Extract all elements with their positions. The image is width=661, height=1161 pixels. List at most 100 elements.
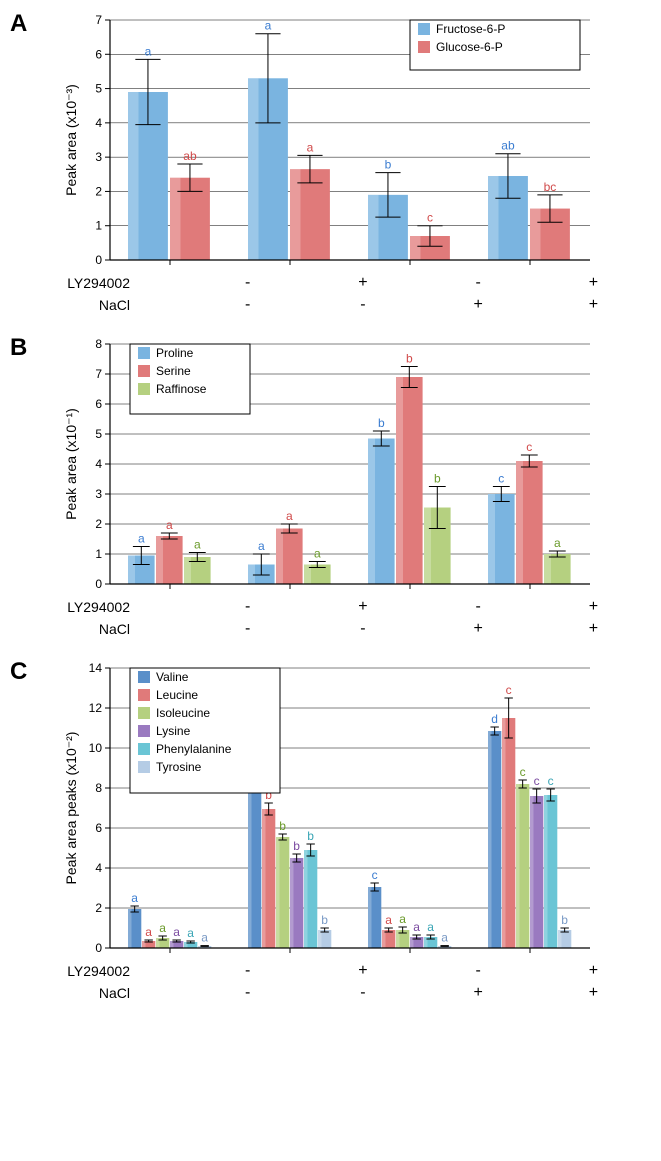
treatment-values: --++ xyxy=(190,296,651,314)
significance-label: ab xyxy=(183,149,197,163)
ytick-label: 1 xyxy=(95,547,102,561)
ytick-label: 0 xyxy=(95,253,102,267)
ytick-label: 2 xyxy=(95,517,102,531)
significance-label: b xyxy=(307,829,314,843)
treatment-value: + xyxy=(536,274,651,292)
ytick-label: 6 xyxy=(95,821,102,835)
chart-svg: 012345678aaaaaabbbccaPeak area (x10⁻¹)Pr… xyxy=(60,334,600,594)
ytick-label: 5 xyxy=(95,82,102,96)
legend-label: Leucine xyxy=(156,688,198,702)
bar-highlight xyxy=(368,887,372,948)
treatment-value: + xyxy=(421,984,536,1002)
panel-B: B012345678aaaaaabbbccaPeak area (x10⁻¹)P… xyxy=(10,334,651,638)
significance-label: a xyxy=(399,912,406,926)
bar-highlight xyxy=(128,92,139,260)
significance-label: b xyxy=(293,839,300,853)
treatment-value: - xyxy=(421,962,536,980)
legend-swatch xyxy=(138,707,150,719)
significance-label: a xyxy=(413,920,420,934)
treatment-value: + xyxy=(305,962,420,980)
significance-label: b xyxy=(406,352,413,366)
legend-label: Valine xyxy=(156,670,189,684)
significance-label: a xyxy=(159,921,166,935)
ytick-label: 12 xyxy=(89,701,103,715)
bar-highlight xyxy=(156,536,163,584)
treatment-value: + xyxy=(536,984,651,1002)
ytick-label: 3 xyxy=(95,150,102,164)
significance-label: a xyxy=(265,19,272,33)
panel-label: B xyxy=(10,334,27,362)
ytick-label: 8 xyxy=(95,781,102,795)
treatment-label: LY294002 xyxy=(60,963,140,979)
ytick-label: 7 xyxy=(95,367,102,381)
ytick-label: 14 xyxy=(89,661,103,675)
significance-label: a xyxy=(131,891,138,905)
panel-label: C xyxy=(10,658,27,686)
treatment-row: NaCl--++ xyxy=(60,296,651,314)
treatment-label: NaCl xyxy=(60,621,140,637)
bar-highlight xyxy=(128,556,135,585)
treatment-value: + xyxy=(536,620,651,638)
treatment-row: LY294002-+-+ xyxy=(60,274,651,292)
bar-highlight xyxy=(516,784,520,948)
significance-label: c xyxy=(506,683,512,697)
bar-highlight xyxy=(262,809,266,948)
treatment-row: NaCl--++ xyxy=(60,984,651,1002)
treatment-value: + xyxy=(536,296,651,314)
significance-label: ab xyxy=(501,139,515,153)
significance-label: a xyxy=(187,926,194,940)
treatment-values: -+-+ xyxy=(190,274,651,292)
significance-label: b xyxy=(385,158,392,172)
ytick-label: 4 xyxy=(95,116,102,130)
y-axis-label: Peak area (x10⁻³) xyxy=(63,84,79,196)
legend-swatch xyxy=(138,761,150,773)
significance-label: c xyxy=(548,774,554,788)
chart-container: 01234567aabaabcabbcPeak area (x10⁻³)Fruc… xyxy=(60,10,651,270)
bar-highlight xyxy=(248,78,259,260)
bar-highlight xyxy=(530,796,534,948)
panel-C: C02468101214aaaaaabbbbbbcaaaaadccccbPeak… xyxy=(10,658,651,1002)
significance-label: a xyxy=(441,931,448,945)
bar-highlight xyxy=(410,236,421,260)
bar-highlight xyxy=(424,508,431,585)
treatment-value: - xyxy=(190,598,305,616)
significance-label: a xyxy=(385,913,392,927)
bar-highlight xyxy=(368,439,375,585)
bar-highlight xyxy=(544,795,548,948)
significance-label: d xyxy=(491,712,498,726)
treatment-value: - xyxy=(421,274,536,292)
legend-swatch xyxy=(138,725,150,737)
ytick-label: 2 xyxy=(95,901,102,915)
panel-A: A01234567aabaabcabbcPeak area (x10⁻³)Fru… xyxy=(10,10,651,314)
bar-highlight xyxy=(544,554,551,584)
legend-label: Raffinose xyxy=(156,382,207,396)
significance-label: c xyxy=(526,440,532,454)
significance-label: a xyxy=(286,509,293,523)
legend-label: Fructose-6-P xyxy=(436,22,505,36)
ytick-label: 4 xyxy=(95,861,102,875)
ytick-label: 0 xyxy=(95,941,102,955)
legend-swatch xyxy=(418,23,430,35)
bar-highlight xyxy=(488,176,499,260)
treatment-value: - xyxy=(421,598,536,616)
bar-highlight xyxy=(170,178,181,260)
ytick-label: 10 xyxy=(89,741,103,755)
significance-label: a xyxy=(173,925,180,939)
significance-label: a xyxy=(194,538,201,552)
legend-label: Glucose-6-P xyxy=(436,40,503,54)
legend-box xyxy=(130,668,280,793)
ytick-label: 5 xyxy=(95,427,102,441)
ytick-label: 6 xyxy=(95,397,102,411)
treatment-values: -+-+ xyxy=(190,598,651,616)
treatment-row: LY294002-+-+ xyxy=(60,598,651,616)
legend-swatch xyxy=(138,383,150,395)
legend-swatch xyxy=(138,689,150,701)
treatment-value: - xyxy=(190,984,305,1002)
bar-highlight xyxy=(516,461,523,584)
legend-label: Serine xyxy=(156,364,191,378)
treatment-value: + xyxy=(421,620,536,638)
significance-label: a xyxy=(166,518,173,532)
significance-label: a xyxy=(427,920,434,934)
significance-label: c xyxy=(534,774,540,788)
bar-highlight xyxy=(276,837,280,948)
